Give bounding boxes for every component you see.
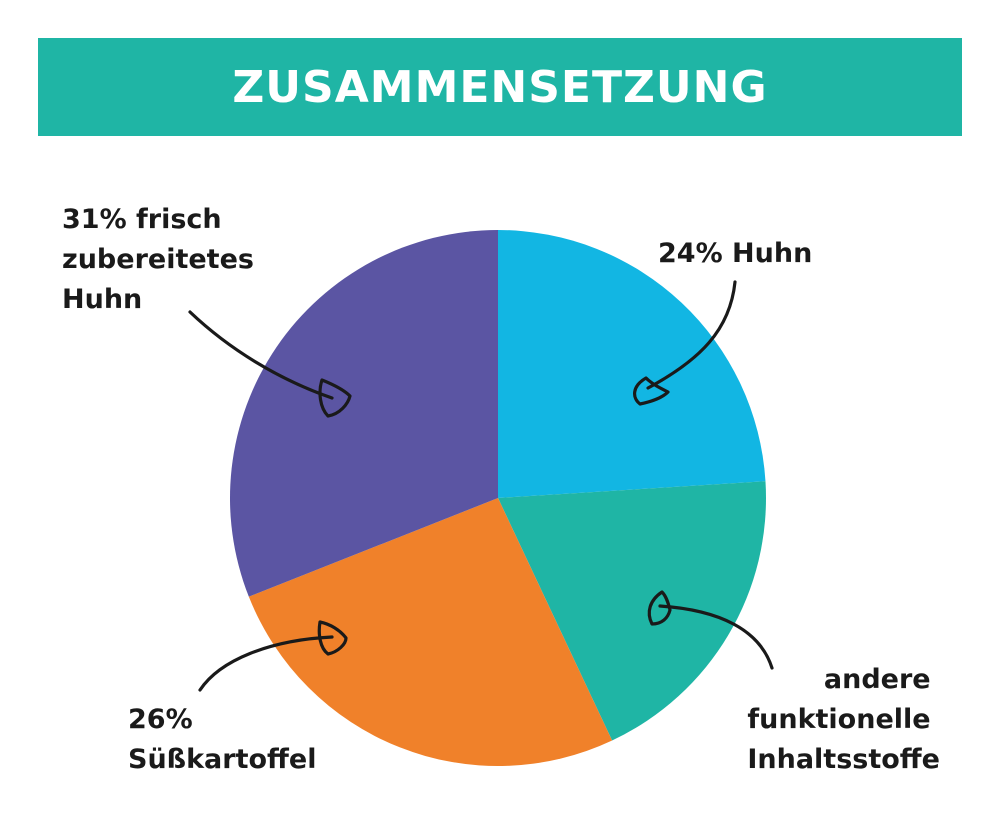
label-huhn-line: 24% Huhn — [658, 238, 812, 269]
pie-slices — [229, 230, 767, 767]
label-arrows — [188, 280, 774, 692]
label-suesskartoffel-line-2: Süßkartoffel — [128, 744, 316, 775]
arrow-huhn — [646, 280, 737, 390]
label-suesskartoffel: 26% Süßkartoffel — [128, 704, 316, 775]
label-andere-line-3: Inhaltsstoffe — [747, 744, 940, 775]
title-banner: ZUSAMMENSETZUNG — [38, 38, 962, 136]
label-huhn: 24% Huhn — [658, 238, 812, 269]
label-andere-line-1: andere — [824, 664, 931, 695]
pie-slice-suesskartoffel — [248, 498, 613, 767]
label-frisch-line-2: zubereitetes — [62, 244, 254, 275]
pie-slice-andere — [498, 481, 767, 741]
label-frisch-line-3: Huhn — [62, 284, 142, 315]
arrow-suesskartoffel — [198, 635, 334, 692]
chart-title: ZUSAMMENSETZUNG — [232, 61, 768, 113]
arrowhead-andere — [647, 590, 672, 626]
arrow-andere — [658, 604, 774, 670]
arrowhead-huhn — [633, 376, 670, 406]
arrowhead-frisch — [318, 378, 352, 418]
arrow-frisch — [188, 310, 334, 400]
label-frisch: 31% frisch zubereitetes Huhn — [62, 204, 263, 315]
arrowhead-suesskartoffel — [317, 620, 348, 656]
label-suesskartoffel-line-1: 26% — [128, 704, 193, 735]
pie-slice-huhn — [498, 230, 766, 498]
label-andere: andere funktionelle Inhaltsstoffe — [747, 664, 940, 775]
label-frisch-line-1: 31% frisch — [62, 204, 222, 235]
label-andere-line-2: funktionelle — [747, 704, 930, 735]
pie-slice-frisch — [229, 230, 498, 597]
